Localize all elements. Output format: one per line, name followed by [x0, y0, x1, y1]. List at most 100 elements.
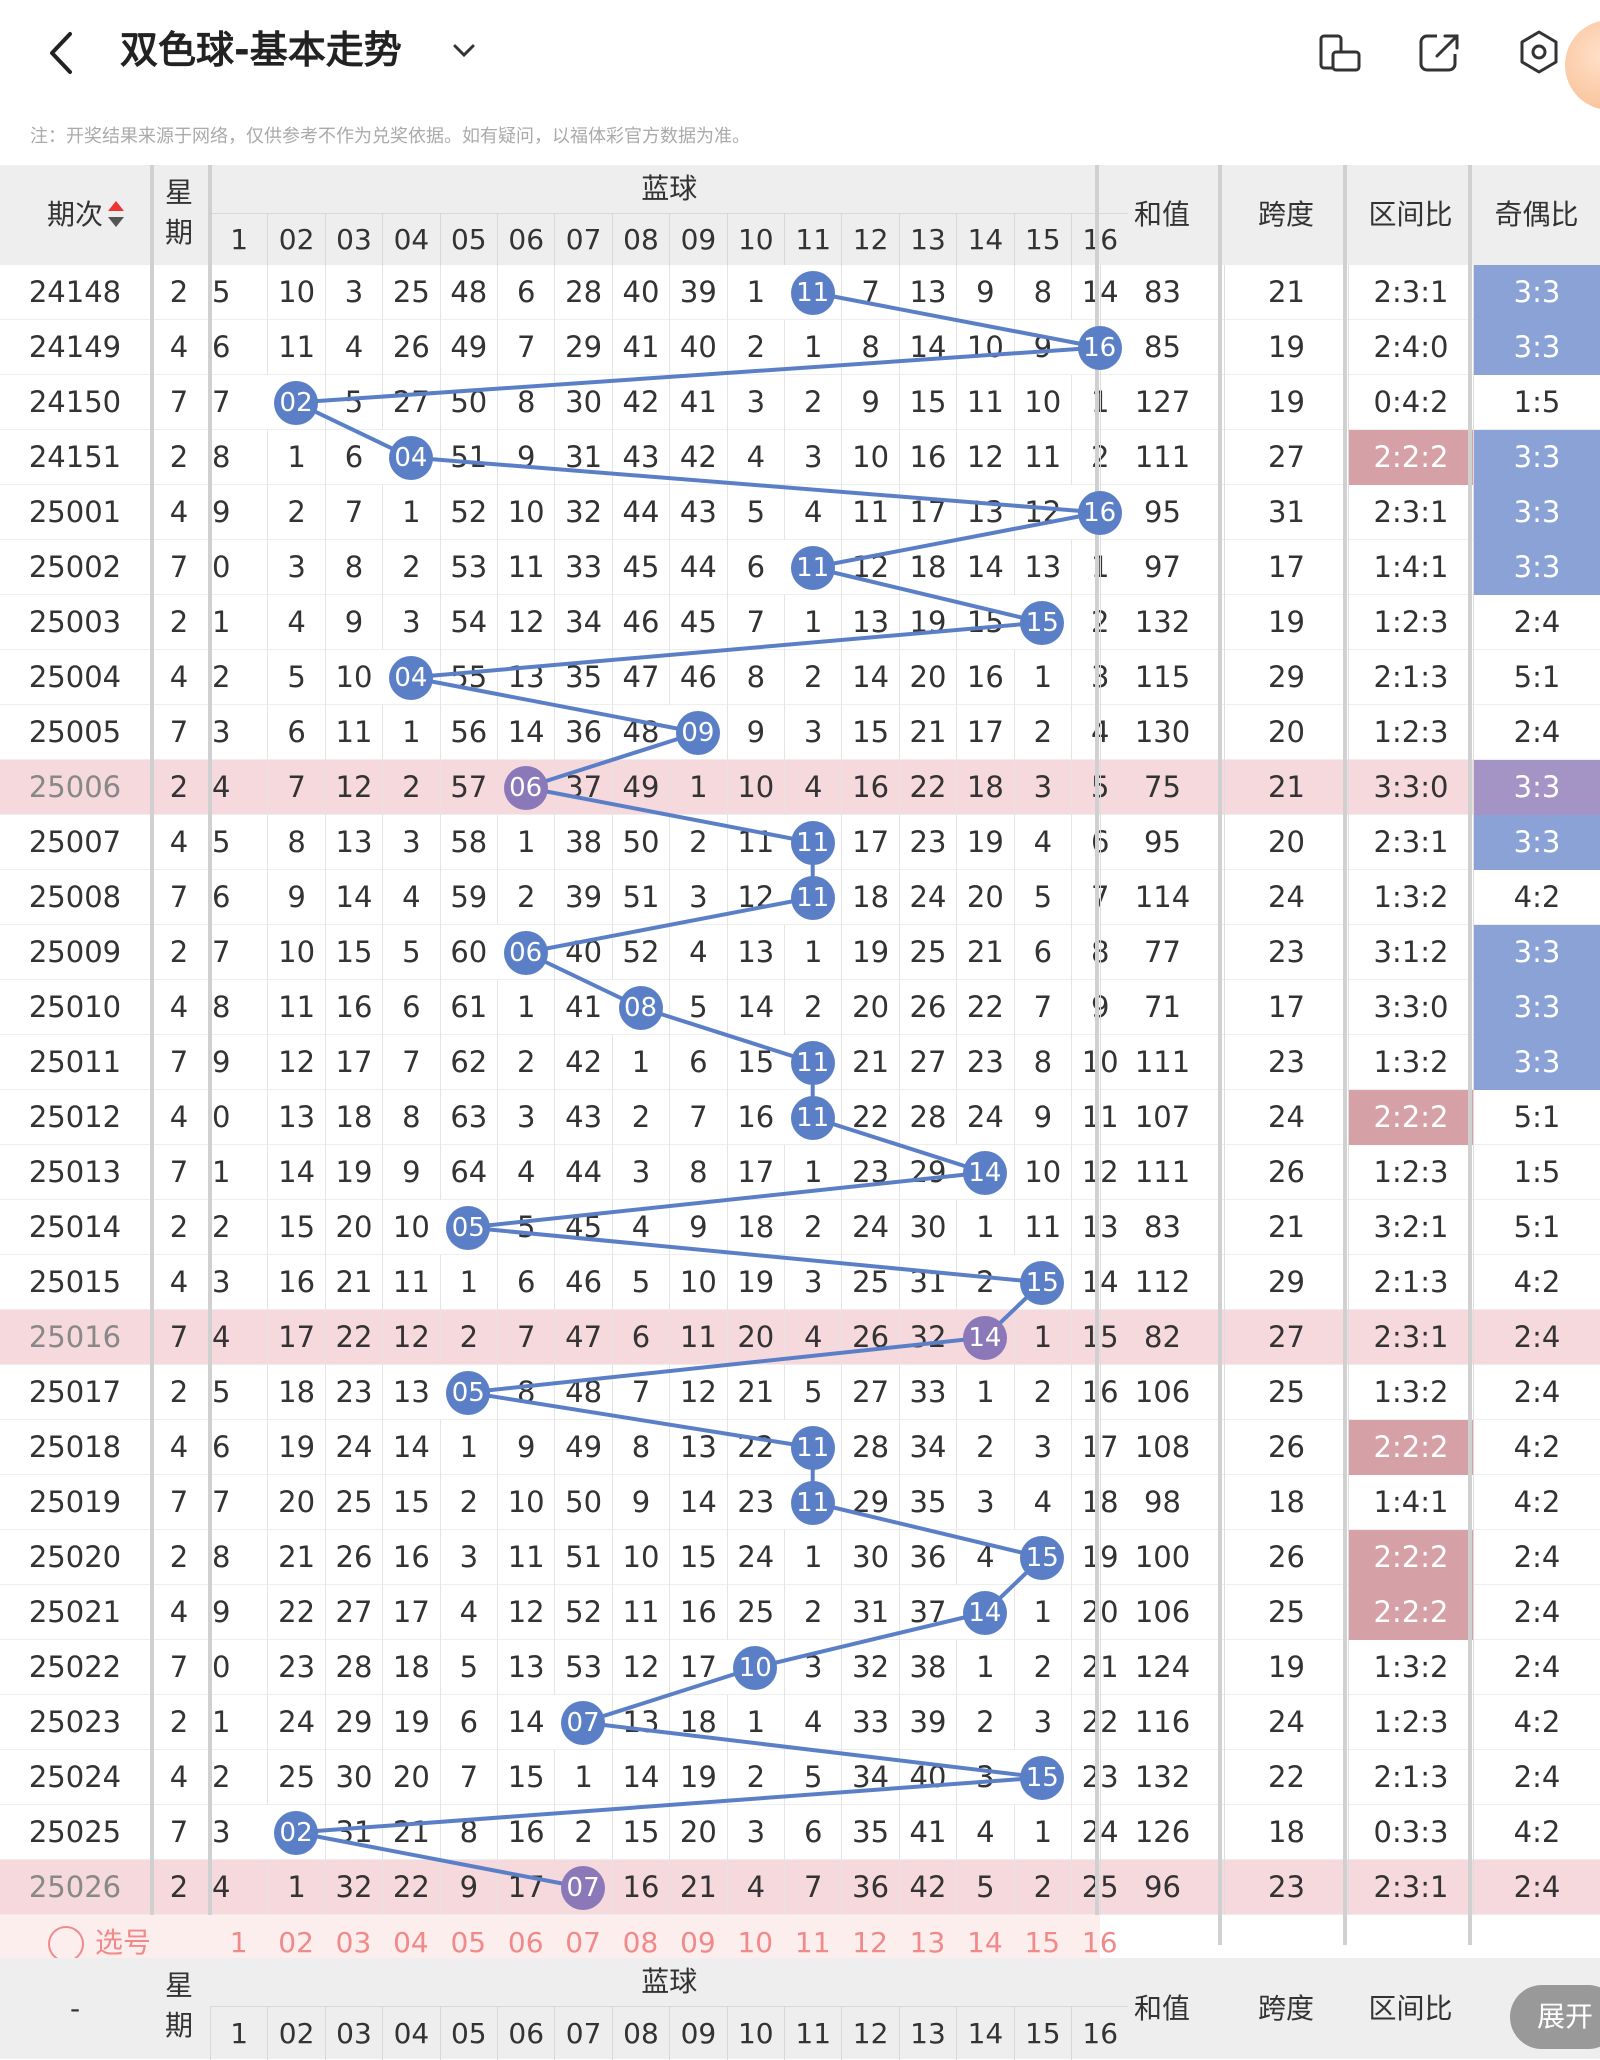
- pick-number[interactable]: 15: [1024, 1926, 1061, 1959]
- oe-cell: 4:2: [1473, 1805, 1600, 1860]
- blue-number-header: 16: [1071, 213, 1129, 266]
- pick-number[interactable]: 04: [393, 1926, 429, 1959]
- pick-label[interactable]: 选号: [95, 1926, 152, 1959]
- omission-cell: 11: [669, 1310, 726, 1365]
- share-icon[interactable]: [1415, 28, 1463, 76]
- omission-cell: 5: [324, 375, 382, 430]
- chevron-down-icon[interactable]: [450, 36, 478, 64]
- omission-cell: 42: [554, 1035, 611, 1090]
- omission-cell: 7: [1013, 980, 1071, 1035]
- period-cell: 25024: [28, 1760, 122, 1794]
- week-cell: 4: [169, 330, 189, 364]
- omission-cell: 18: [898, 540, 956, 595]
- omission-cell: 1: [267, 430, 324, 485]
- expand-button[interactable]: 展开: [1510, 1985, 1600, 2049]
- pick-number[interactable]: 05: [450, 1926, 487, 1959]
- pick-number[interactable]: 11: [794, 1926, 831, 1959]
- omission-cell: 3: [726, 1805, 784, 1860]
- omission-cell: 20: [956, 870, 1013, 925]
- omission-cell: 12: [611, 1640, 669, 1695]
- zone-cell: 2:2:2: [1348, 1420, 1473, 1475]
- omission-cell: 8: [382, 1090, 439, 1145]
- omission-cell: 3: [784, 430, 841, 485]
- blue-number-header: 05: [439, 2006, 497, 2060]
- page-title[interactable]: 双色球-基本走势: [120, 28, 402, 72]
- pick-number[interactable]: 1: [229, 1926, 248, 1959]
- omission-cell: 8: [497, 375, 554, 430]
- span-cell: 24: [1224, 1090, 1348, 1145]
- pick-number[interactable]: 13: [909, 1926, 946, 1959]
- pick-number[interactable]: 09: [680, 1926, 716, 1959]
- radio-icon[interactable]: [48, 1926, 84, 1962]
- zone-ratio-header: 区间比: [1368, 198, 1453, 231]
- omission-cell: 27: [841, 1365, 898, 1420]
- omission-cell: 46: [611, 595, 669, 650]
- period-cell: 24148: [28, 275, 122, 309]
- omission-cell: 9: [611, 1475, 669, 1530]
- blue-number-header: 06: [497, 2006, 555, 2060]
- omission-cell: 9: [497, 430, 554, 485]
- omission-cell: 14: [497, 705, 554, 760]
- omission-cell: 35: [898, 1475, 956, 1530]
- omission-cell: 10: [382, 1200, 439, 1255]
- omission-cell: 14: [841, 650, 898, 705]
- rotate-screen-icon[interactable]: [1315, 28, 1363, 76]
- omission-cell: 63: [439, 1090, 497, 1145]
- zone-cell: 2:2:2: [1348, 1530, 1473, 1585]
- omission-cell: 24: [898, 870, 956, 925]
- omission-cell: 10: [956, 320, 1013, 375]
- pick-number[interactable]: 14: [967, 1926, 1003, 1959]
- week-cell: 4: [169, 1100, 189, 1134]
- omission-cell: 4: [210, 1860, 267, 1915]
- omission-cell: 43: [611, 430, 669, 485]
- sort-down-icon[interactable]: [108, 217, 124, 227]
- pick-number[interactable]: 06: [507, 1926, 544, 1959]
- pick-number[interactable]: 12: [852, 1926, 888, 1959]
- pick-number[interactable]: 16: [1081, 1926, 1118, 1959]
- omission-cell: 23: [324, 1365, 382, 1420]
- pick-number[interactable]: 08: [622, 1926, 659, 1959]
- blue-ball: 15: [1020, 600, 1065, 645]
- omission-cell: 7: [267, 760, 324, 815]
- omission-cell: 5: [956, 1860, 1013, 1915]
- omission-cell: 1: [497, 980, 554, 1035]
- pick-number[interactable]: 07: [565, 1926, 601, 1959]
- blue-number-header: 16: [1071, 2006, 1129, 2060]
- omission-cell: 33: [841, 1695, 898, 1750]
- blue-number-header: 04: [382, 213, 440, 266]
- sum-cell: 130: [1100, 705, 1224, 760]
- omission-cell: 30: [554, 375, 611, 430]
- omission-cell: 41: [611, 320, 669, 375]
- omission-cell: 4: [210, 760, 267, 815]
- blue-ball: 16: [1077, 490, 1122, 535]
- omission-cell: 2: [726, 1750, 784, 1805]
- back-arrow-icon[interactable]: [40, 28, 84, 78]
- oe-cell: 2:4: [1473, 1310, 1600, 1365]
- omission-cell: 6: [497, 265, 554, 320]
- span-cell: 24: [1224, 1695, 1348, 1750]
- oe-cell: 3:3: [1473, 430, 1600, 485]
- omission-cell: 49: [554, 1420, 611, 1475]
- omission-cell: 14: [382, 1420, 439, 1475]
- pick-number[interactable]: 10: [737, 1926, 774, 1959]
- period-header[interactable]: 期次: [46, 198, 103, 231]
- oe-cell: 5:1: [1473, 1090, 1600, 1145]
- sum-cell: 108: [1100, 1420, 1224, 1475]
- week-cell: 2: [169, 275, 189, 309]
- omission-cell: 26: [898, 980, 956, 1035]
- week-cell: 7: [169, 1155, 189, 1189]
- omission-cell: 3: [439, 1530, 497, 1585]
- settings-icon[interactable]: [1515, 28, 1563, 76]
- omission-cell: 1: [382, 705, 439, 760]
- pick-number[interactable]: 02: [278, 1926, 314, 1959]
- omission-cell: 29: [898, 1145, 956, 1200]
- pick-number[interactable]: 03: [335, 1926, 372, 1959]
- zone-cell: 1:3:2: [1348, 1365, 1473, 1420]
- zone-cell: 1:3:2: [1348, 870, 1473, 925]
- omission-cell: 57: [439, 760, 497, 815]
- omission-cell: 6: [439, 1695, 497, 1750]
- omission-cell: 13: [841, 595, 898, 650]
- sort-up-icon[interactable]: [108, 201, 124, 211]
- omission-cell: 12: [956, 430, 1013, 485]
- sum-cell: 127: [1100, 375, 1224, 430]
